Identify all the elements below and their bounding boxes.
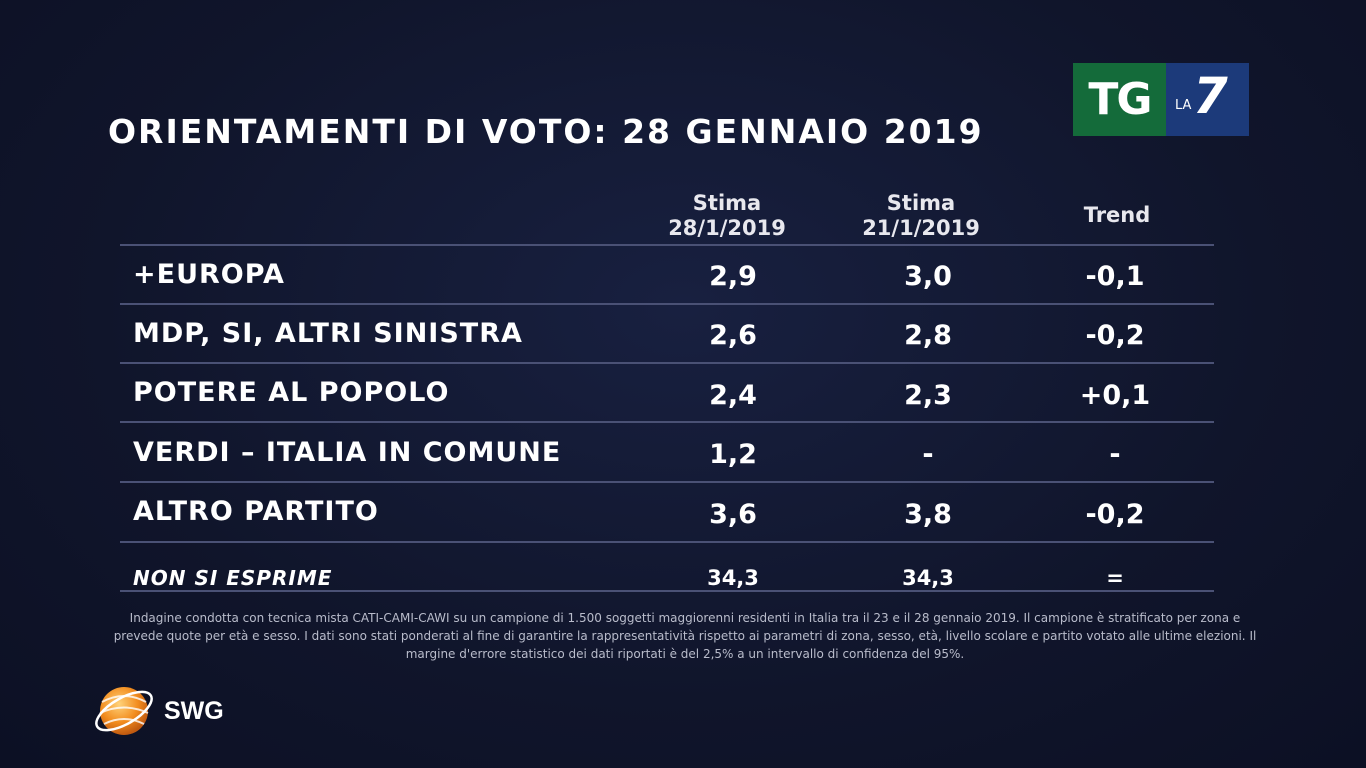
value-previous: 2,8 <box>904 320 952 351</box>
table-divider <box>120 244 1214 246</box>
table-divider <box>120 303 1214 305</box>
non-si-esprime-previous: 34,3 <box>902 566 954 590</box>
value-trend: - <box>1109 439 1121 470</box>
non-si-esprime-trend: = <box>1106 566 1124 590</box>
party-label: ALTRO PARTITO <box>133 496 379 527</box>
col-header-previous-line2: 21/1/2019 <box>862 216 980 240</box>
non-si-esprime-current: 34,3 <box>707 566 759 590</box>
table-divider <box>120 590 1214 592</box>
value-previous: 3,0 <box>904 261 952 292</box>
swg-logo: SWG <box>90 680 224 742</box>
methodology-note: Indagine condotta con tecnica mista CATI… <box>113 611 1257 661</box>
value-previous: 2,3 <box>904 380 952 411</box>
value-trend: -0,1 <box>1085 261 1145 292</box>
value-trend: +0,1 <box>1079 380 1151 411</box>
value-trend: -0,2 <box>1085 499 1145 530</box>
value-previous: - <box>922 439 934 470</box>
col-header-current-line1: Stima <box>692 191 762 215</box>
swg-text: SWG <box>164 696 224 725</box>
table-divider <box>120 541 1214 543</box>
non-si-esprime-label: NON SI ESPRIME <box>133 566 333 590</box>
value-previous: 3,8 <box>904 499 952 530</box>
party-label: +EUROPA <box>133 259 285 290</box>
la7-logo: LA 7 <box>1166 63 1249 136</box>
table-divider <box>120 481 1214 483</box>
la-logo-text: LA <box>1175 98 1192 113</box>
party-label: MDP, SI, ALTRI SINISTRA <box>133 318 523 349</box>
value-current: 3,6 <box>709 499 757 530</box>
col-header-trend: Trend <box>1042 203 1192 228</box>
col-header-previous: Stima 21/1/2019 <box>846 191 996 241</box>
col-header-current-line2: 28/1/2019 <box>668 216 786 240</box>
value-trend: -0,2 <box>1085 320 1145 351</box>
tg-logo-text: TG <box>1073 63 1166 136</box>
col-header-current: Stima 28/1/2019 <box>652 191 802 241</box>
value-current: 1,2 <box>709 439 757 470</box>
table-divider <box>120 362 1214 364</box>
value-current: 2,9 <box>709 261 757 292</box>
col-header-trend-line1: Trend <box>1083 203 1151 227</box>
value-current: 2,4 <box>709 380 757 411</box>
party-label: POTERE AL POPOLO <box>133 377 450 408</box>
value-current: 2,6 <box>709 320 757 351</box>
party-label: VERDI – ITALIA IN COMUNE <box>133 437 562 468</box>
seven-logo-text: 7 <box>1193 67 1228 125</box>
tg-la7-logo: TG LA 7 <box>1073 63 1249 136</box>
col-header-previous-line1: Stima <box>886 191 956 215</box>
chart-title: ORIENTAMENTI DI VOTO: 28 GENNAIO 2019 <box>108 112 984 151</box>
table-divider <box>120 421 1214 423</box>
swg-globe-icon <box>95 687 153 735</box>
